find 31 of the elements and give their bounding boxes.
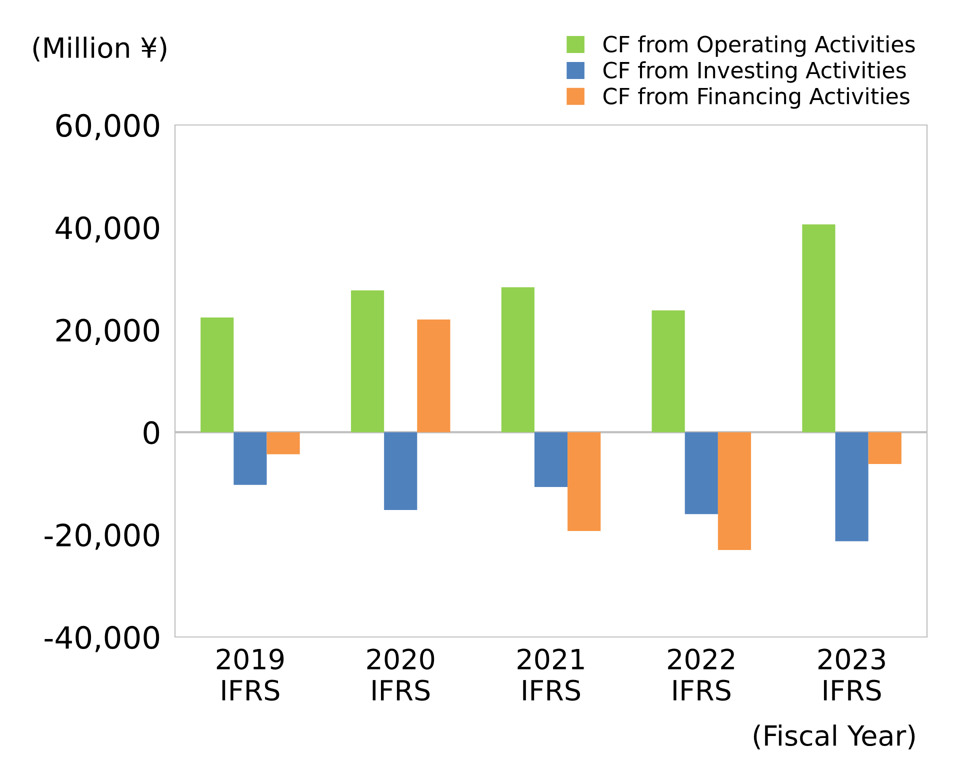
legend-label: CF from Operating Activities (603, 35, 915, 57)
legend-label: CF from Financing Activities (603, 87, 910, 109)
bar (266, 432, 300, 454)
bar (501, 287, 534, 432)
bar (868, 432, 902, 464)
y-tick-label: 40,000 (56, 216, 160, 243)
y-tick-label: -40,000 (44, 626, 160, 652)
bar (384, 432, 418, 510)
bar (568, 432, 601, 532)
x-tick-label: 2022 IFRS (668, 648, 734, 701)
x-tick-label: 2023 IFRS (818, 648, 885, 701)
bar (350, 290, 384, 432)
bar (652, 310, 685, 432)
y-axis-title: (Million ¥) (33, 36, 166, 62)
legend-label: CF from Investing Activities (603, 61, 906, 83)
bar (200, 318, 234, 432)
bar (534, 432, 568, 487)
x-tick-label: 2019 IFRS (216, 648, 284, 701)
y-tick-label: 20,000 (56, 318, 160, 345)
bar (234, 432, 267, 485)
bar (684, 432, 718, 514)
y-tick-label: -20,000 (44, 524, 160, 550)
y-tick-label: 60,000 (56, 114, 160, 140)
y-tick-label: 0 (144, 421, 160, 444)
bar (417, 320, 450, 432)
x-tick-label: 2021 IFRS (518, 648, 584, 701)
bar (718, 432, 752, 550)
bar (802, 224, 836, 432)
bar (835, 432, 868, 542)
text: (Fiscal Year) (754, 724, 915, 750)
x-tick-label: 2020 IFRS (367, 648, 434, 701)
